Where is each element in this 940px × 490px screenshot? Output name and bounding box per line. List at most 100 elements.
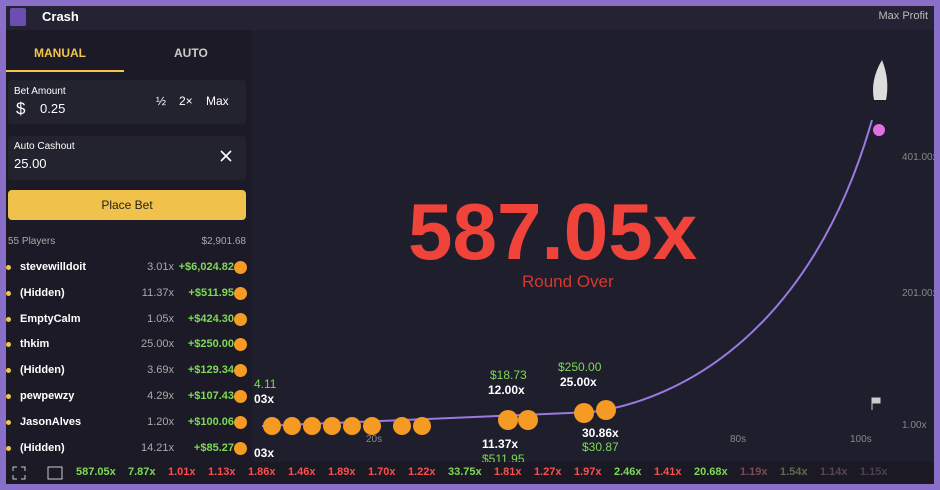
player-name: stevewilldoit xyxy=(20,261,87,273)
player-profit: +$6,024.82 xyxy=(178,261,234,273)
player-profit: +$129.34 xyxy=(187,364,234,377)
bet-amount[interactable]: 0.25 xyxy=(40,101,66,116)
tab-underline xyxy=(6,70,124,72)
status-dot xyxy=(6,290,11,296)
history-item[interactable]: 1.41x xyxy=(654,466,682,478)
cashout-amount: $30.87 xyxy=(582,440,619,454)
player-profit: +$107.43 xyxy=(187,390,234,402)
player-profit: +$424.30 xyxy=(187,312,234,325)
bet-button[interactable]: Max xyxy=(206,94,229,108)
player-multiplier: 3.01x xyxy=(147,261,174,273)
status-dot xyxy=(6,368,11,374)
player-multiplier: 1.05x xyxy=(147,312,174,325)
history-bar xyxy=(6,462,934,484)
game-title: Crash xyxy=(42,9,79,24)
history-item[interactable]: 20.68x xyxy=(694,466,728,478)
max-profit[interactable]: Max Profit xyxy=(878,10,928,22)
status-dot xyxy=(6,265,11,270)
crash-multiplier: 587.05x xyxy=(408,187,698,276)
history-item[interactable]: 1.46x xyxy=(288,466,316,478)
coin xyxy=(234,312,247,326)
history-item[interactable]: 33.75x xyxy=(448,466,482,478)
round-status: Round Over xyxy=(522,272,614,291)
history-item[interactable]: 1.19x xyxy=(740,466,768,478)
player-multiplier: 3.69x xyxy=(147,364,174,377)
bet-button[interactable]: 2× xyxy=(179,94,193,108)
history-item[interactable]: 1.01x xyxy=(168,466,196,478)
status-dot xyxy=(6,445,11,451)
history-item[interactable]: 1.89x xyxy=(328,466,356,478)
cashout-partial: 03x xyxy=(254,392,275,406)
player-multiplier: 4.29x xyxy=(147,390,174,402)
player-name: (Hidden) xyxy=(20,364,65,377)
label: Auto Cashout xyxy=(14,141,75,152)
history-item[interactable]: 1.81x xyxy=(494,466,522,478)
y-axis-label: 1.00x xyxy=(902,420,927,431)
tab[interactable]: AUTO xyxy=(174,46,208,60)
player-name: (Hidden) xyxy=(20,286,65,299)
x-axis-label: 80s xyxy=(730,434,747,445)
x-axis-label: 100s xyxy=(850,434,872,445)
history-item[interactable]: 1.13x xyxy=(208,466,236,478)
player-count: 55 Players xyxy=(8,236,56,247)
cashout-amount: $18.73 xyxy=(490,368,527,382)
history-item[interactable]: 1.97x xyxy=(574,466,602,478)
history-item[interactable]: 7.87x xyxy=(128,466,156,478)
history-item[interactable]: 2.46x xyxy=(614,466,642,478)
player-name: pewpewzy xyxy=(20,390,75,402)
player-profit: +$85.27 xyxy=(193,441,234,454)
top-bar xyxy=(6,6,934,30)
y-axis-label: 201.00x xyxy=(902,288,938,299)
player-profit: +$250.00 xyxy=(187,338,234,351)
player-profit: +$100.06 xyxy=(187,415,234,428)
view-icons[interactable] xyxy=(12,466,72,480)
graph xyxy=(261,60,888,435)
status-dot xyxy=(6,419,11,425)
history-item[interactable]: 1.14x xyxy=(820,466,848,478)
place-bet[interactable]: Place Bet xyxy=(8,190,246,220)
bet-button[interactable]: ½ xyxy=(156,94,167,108)
player-name: (Hidden) xyxy=(20,441,65,454)
cashout-amount: $250.00 xyxy=(558,360,602,374)
history-item[interactable]: 1.70x xyxy=(368,466,396,478)
status-dot xyxy=(6,316,11,322)
bet-amount-box[interactable] xyxy=(8,80,246,124)
player-name: EmptyCalm xyxy=(20,312,81,325)
history-item[interactable]: 1.27x xyxy=(534,466,562,478)
logo xyxy=(10,8,26,26)
player-multiplier: 1.20x xyxy=(147,415,174,428)
coin xyxy=(234,286,247,300)
cashout-multiplier: 11.37x xyxy=(482,437,519,451)
player-profit: +$511.95 xyxy=(188,286,234,299)
coin xyxy=(234,415,247,429)
coin xyxy=(234,390,247,403)
coin xyxy=(234,364,247,378)
player-name: thkim xyxy=(20,338,50,351)
clear-icon[interactable] xyxy=(220,150,232,162)
history-item[interactable]: 1.15x xyxy=(860,466,888,478)
tab[interactable]: MANUAL xyxy=(34,46,86,60)
coin xyxy=(234,441,247,455)
player-multiplier: 25.00x xyxy=(140,338,174,351)
auto-cashout-box[interactable] xyxy=(8,136,246,180)
auto-cashout[interactable]: 25.00 xyxy=(14,156,47,171)
history-item[interactable]: 1.86x xyxy=(248,466,276,478)
label: Bet Amount xyxy=(14,86,66,97)
cashout-multiplier: 25.00x xyxy=(560,375,597,389)
status-dot xyxy=(6,394,11,399)
coin xyxy=(234,338,247,352)
cashout-multiplier: 12.00x xyxy=(488,383,525,397)
history-item[interactable]: 587.05x xyxy=(76,466,116,478)
cashout-multiplier: 30.86x xyxy=(582,426,619,440)
currency: $ xyxy=(16,99,26,118)
player-multiplier: 14.21x xyxy=(140,441,174,454)
history-item[interactable]: 1.54x xyxy=(780,466,808,478)
status-dot xyxy=(6,342,11,348)
y-axis-label: 401.00x xyxy=(902,152,938,163)
total: $2,901.68 xyxy=(201,236,247,247)
cashout-partial: 4.11 xyxy=(254,377,277,391)
history-item[interactable]: 1.22x xyxy=(408,466,436,478)
player-multiplier: 11.37x xyxy=(141,286,174,299)
cashout-partial: 03x xyxy=(254,446,275,460)
